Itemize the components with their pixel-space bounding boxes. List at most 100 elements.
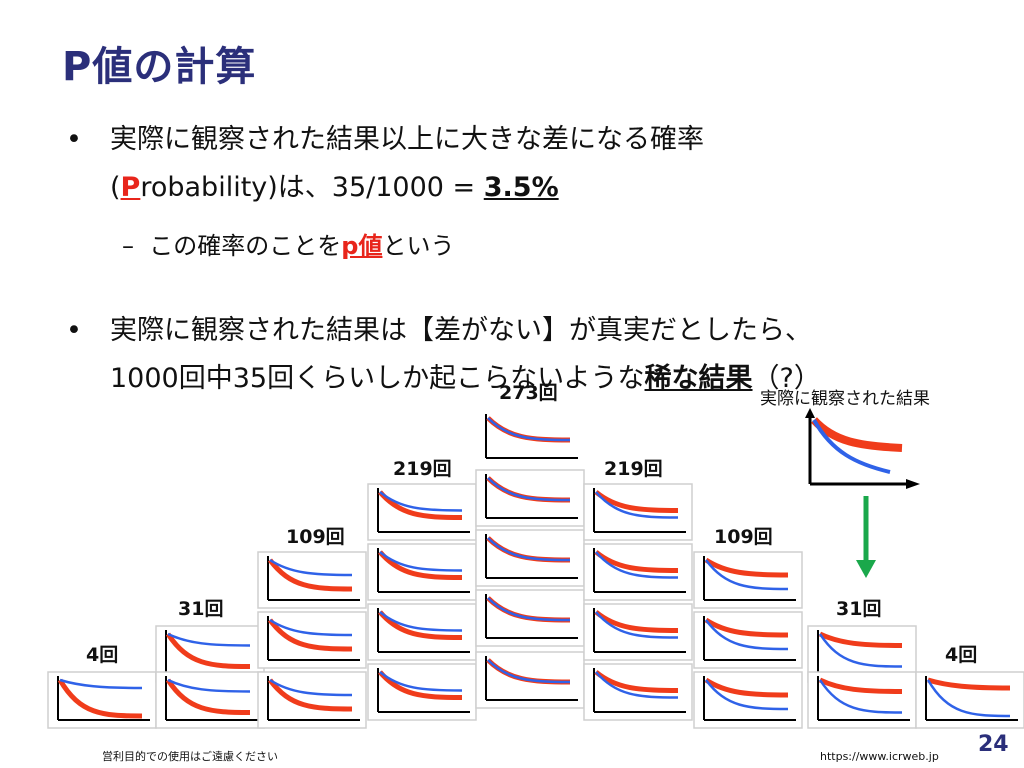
mini-plot xyxy=(475,529,585,587)
mini-curve-blue xyxy=(167,632,251,647)
mini-curve-red xyxy=(927,677,1011,691)
mini-curve-red xyxy=(704,617,789,638)
mini-curve-blue xyxy=(595,491,679,519)
bullet-1-line1: 実際に観察された結果以上に大きな差になる確率 xyxy=(110,124,704,155)
mini-plot xyxy=(693,611,803,669)
mini-plot xyxy=(155,671,265,729)
observed-plot xyxy=(805,408,920,489)
mini-curve-blue xyxy=(269,678,353,697)
green-down-arrow-icon xyxy=(856,496,876,578)
bullet-2-line2: 1000回中35回くらいしか起こらないような稀な結果（?） xyxy=(110,355,821,403)
mini-curve-red xyxy=(594,670,679,693)
sub-dash: – xyxy=(122,232,134,260)
mini-curve-blue xyxy=(379,671,463,692)
mini-curve-blue xyxy=(487,597,571,622)
observed-x-arrowhead xyxy=(906,479,920,489)
observed-curve-red xyxy=(811,417,903,452)
mini-curve-blue xyxy=(704,619,789,651)
mini-plot-frame xyxy=(257,611,367,669)
mini-plot xyxy=(257,611,367,669)
footer-disclaimer: 営利目的での使用はご遠慮ください xyxy=(102,750,278,763)
mini-plot xyxy=(693,551,803,609)
mini-curve-red xyxy=(818,677,903,694)
mini-curve-blue xyxy=(59,678,143,690)
sub-suffix: という xyxy=(382,232,455,260)
bullet-1-text: 実際に観察された結果以上に大きな差になる確率 (Probability)は、35… xyxy=(110,116,704,212)
bullet-2-line1: 実際に観察された結果は【差がない】が真実だとしたら、 xyxy=(110,315,812,346)
rare-prefix: 1000回中35回くらいしか起こらないような xyxy=(110,363,645,394)
mini-curve-blue xyxy=(379,491,463,512)
mini-curve-red xyxy=(378,550,463,580)
count-col-3: 109回 xyxy=(286,526,345,548)
mini-plot xyxy=(475,469,585,527)
mini-plot xyxy=(693,671,803,729)
mini-plot-frame xyxy=(367,663,477,721)
mini-curve-blue xyxy=(487,477,571,502)
sub-bullet: – この確率のことをp値という xyxy=(122,226,454,261)
mini-curve-blue xyxy=(487,659,571,684)
mini-curve-blue xyxy=(818,679,903,714)
mini-curve-red xyxy=(378,490,463,520)
probability-rest: robability)は、35/1000 = xyxy=(140,172,484,203)
mini-curve-blue xyxy=(595,611,679,639)
probability-p: P xyxy=(120,172,141,203)
mini-curve-blue xyxy=(704,679,789,711)
rare-suffix: （?） xyxy=(752,363,821,394)
mini-curve-red xyxy=(267,558,353,592)
mini-curve-red xyxy=(378,670,463,700)
mini-curve-blue xyxy=(595,671,679,699)
mini-plot xyxy=(583,483,693,541)
bullet-1-line2: (Probability)は、35/1000 = 3.5% xyxy=(110,164,704,212)
count-col-4: 219回 xyxy=(393,458,452,480)
mini-curve-red xyxy=(594,610,679,633)
page-number: 24 xyxy=(978,732,1009,757)
mini-plot-frame xyxy=(367,543,477,601)
mini-curve-red xyxy=(165,632,251,669)
mini-curve-blue xyxy=(595,551,679,579)
mini-curve-blue xyxy=(379,611,463,632)
count-col-9: 4回 xyxy=(945,644,978,666)
count-col-6: 219回 xyxy=(604,458,663,480)
mini-plot xyxy=(367,543,477,601)
sub-prefix: この確率のことを xyxy=(149,232,342,260)
mini-curve-red xyxy=(267,618,353,652)
mini-curve-blue xyxy=(167,678,251,693)
observed-curve-blue xyxy=(812,419,891,474)
mini-plot xyxy=(583,603,693,661)
count-col-7: 109回 xyxy=(714,526,773,548)
bullet-dot: • xyxy=(66,315,82,346)
mini-plot xyxy=(257,551,367,609)
mini-plot xyxy=(485,414,578,459)
mini-curve-red xyxy=(378,610,463,640)
observed-result-label: 実際に観察された結果 xyxy=(760,389,930,409)
mini-plot xyxy=(367,663,477,721)
mini-curve-red xyxy=(704,677,789,698)
mini-plot xyxy=(915,671,1024,729)
probability-value: 3.5% xyxy=(483,172,559,203)
mini-plot xyxy=(367,483,477,541)
mini-curve-red xyxy=(57,678,143,719)
paren-open: ( xyxy=(110,172,121,203)
bullet-2-text: 実際に観察された結果は【差がない】が真実だとしたら、 1000回中35回くらいし… xyxy=(110,307,821,403)
mini-curve-red xyxy=(594,550,679,573)
mini-curve-red xyxy=(704,557,789,578)
rare-result: 稀な結果 xyxy=(644,363,753,394)
mini-curve-blue xyxy=(487,417,571,442)
mini-curve-blue xyxy=(818,633,903,668)
mini-plot xyxy=(367,603,477,661)
mini-curve-blue xyxy=(704,559,789,591)
mini-curve-blue xyxy=(926,679,1011,718)
mini-plot xyxy=(47,671,157,729)
count-col-2: 31回 xyxy=(178,598,224,620)
mini-curve-blue xyxy=(269,558,353,577)
mini-plot xyxy=(807,671,917,729)
mini-curve-red xyxy=(594,490,679,513)
slide-title: P値の計算 xyxy=(62,44,257,90)
observed-y-arrowhead xyxy=(805,408,815,418)
bullet-dot: • xyxy=(66,124,82,155)
footer-url: https://www.icrweb.jp xyxy=(820,750,939,763)
mini-plot xyxy=(475,589,585,647)
count-col-5: 273回 xyxy=(499,382,558,404)
mini-plot xyxy=(257,671,367,729)
mini-plot-frame xyxy=(257,671,367,729)
